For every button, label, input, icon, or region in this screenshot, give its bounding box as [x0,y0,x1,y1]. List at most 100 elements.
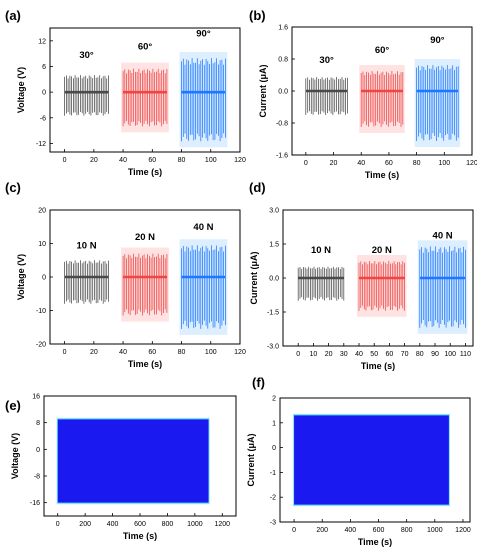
y-tick-label: -12 [36,141,46,148]
x-tick-label: 100 [444,351,456,358]
panel-letter: (f) [252,375,265,390]
panel-letter: (d) [249,180,266,195]
signal-burst: 20 N [121,232,169,322]
y-tick-label: -10 [36,308,46,315]
x-tick-label: 60 [148,349,156,356]
panel-letter: (e) [5,398,21,413]
x-tick-label: 20 [90,157,98,164]
y-tick-label: -3.0 [267,344,279,351]
x-tick-label: 10 [310,351,318,358]
y-tick-label: -0.8 [276,121,288,128]
signal-burst: 60° [359,45,405,133]
x-tick-label: 20 [90,349,98,356]
y-tick-label: 8 [36,420,40,427]
panel-letter: (b) [249,8,266,23]
signal-glow [121,62,169,133]
x-tick-label: 0 [63,349,67,356]
y-tick-label: 12 [38,38,46,45]
group-label: 60° [138,41,153,52]
signal-burst: 10 N [297,245,345,301]
x-tick-label: 120 [234,349,246,356]
signal-spikes [64,260,109,304]
signal-glow [179,239,228,335]
x-tick-label: 1000 [187,521,203,528]
y-tick-label: 3.0 [269,208,279,215]
x-tick-label: 0 [56,521,60,528]
x-tick-label: 600 [373,527,385,534]
panel-letter: (c) [5,180,21,195]
group-label: 10 N [76,241,96,252]
y-tick-label: 16 [32,394,40,401]
group-label: 20 N [135,232,155,243]
y-axis-label: Voltage (V) [16,254,26,300]
x-tick-label: 0 [304,160,308,167]
signal-spikes [419,246,466,328]
signal-spikes [181,58,226,142]
x-tick-label: 100 [438,160,450,167]
x-tick-label: 120 [234,157,246,164]
signal-burst [56,417,210,505]
signal-band [57,419,209,503]
panel-letter: (a) [5,8,21,23]
signal-spikes [416,65,459,141]
y-tick-label: 0 [272,445,276,452]
x-tick-label: 1000 [427,527,443,534]
x-tick-label: 1200 [455,527,471,534]
y-tick-label: -20 [36,342,46,349]
y-tick-label: -8 [34,474,40,481]
group-label: 20 N [372,245,392,256]
x-tick-label: 40 [119,349,127,356]
y-tick-label: 0.0 [269,276,279,283]
x-tick-label: 80 [413,160,421,167]
y-tick-label: 0 [42,90,46,97]
y-tick-label: -1.6 [276,153,288,160]
x-tick-label: 60 [148,157,156,164]
y-tick-label: 2 [272,396,276,403]
signal-burst: 40 N [417,230,468,334]
signal-glow [414,59,461,147]
signal-glow [179,51,228,148]
x-tick-label: 100 [205,349,217,356]
plot-frame [49,27,241,153]
x-tick-label: 40 [119,157,127,164]
signal-glow [121,247,169,322]
signal-band [294,415,449,505]
signal-burst: 10 N [64,241,109,304]
y-tick-label: -16 [30,500,40,507]
plot-frame [279,397,471,523]
chart-panel-e: (e) 0 200 400 600 800 1000 1200 16 8 0 -8 -16 Time (s… [5,394,237,541]
y-tick-label: -3 [270,520,276,527]
signal-spikes [305,77,348,115]
y-tick-label: -1.5 [267,310,279,317]
group-label: 40 N [193,222,213,233]
x-tick-label: 200 [79,521,91,528]
y-axis-label: Current (μA) [249,251,259,304]
x-axis-label: Time (s) [128,167,162,177]
y-tick-label: 0 [36,447,40,454]
y-axis-label: Current (μA) [258,64,268,117]
signal-spikes [358,261,405,311]
group-label: 30° [319,55,334,66]
x-axis-label: Time (s) [361,361,395,371]
x-tick-label: 70 [401,351,409,358]
signal-burst: 90° [179,29,228,148]
group-label: 90° [430,35,445,46]
signal-burst: 60° [121,41,169,133]
signal-spikes [122,68,168,127]
chart-panel-f: (f) 0 200 400 600 800 1000 1200 2 1 0 -1 -2 -3 Time (s… [246,375,471,547]
x-tick-label: 0 [63,157,67,164]
x-tick-label: 90 [431,351,439,358]
x-tick-label: 400 [345,527,357,534]
chart-panel-a: (a)30°60°90°0 20 40 60 80 100 1201260-6-12Time… [5,8,246,177]
group-label: 10 N [311,245,331,256]
chart-panel-d: (d) 10 N 20 N 40 N 0 10 20 30 40 50 60 70 80 90 100 110… [249,180,474,371]
signal-burst: 30° [64,50,109,116]
x-tick-label: 80 [416,351,424,358]
chart-panel-b: (b) 30° 60° 90° 0 20 40 60 80 100 120 1.6 0.8 0.0 -0.8… [249,8,477,180]
x-tick-label: 80 [178,157,186,164]
y-tick-label: -1 [270,470,276,477]
y-tick-label: 0.0 [278,89,288,96]
signal-glow [359,65,405,133]
y-tick-label: 1.5 [269,242,279,249]
x-tick-label: 600 [134,521,146,528]
